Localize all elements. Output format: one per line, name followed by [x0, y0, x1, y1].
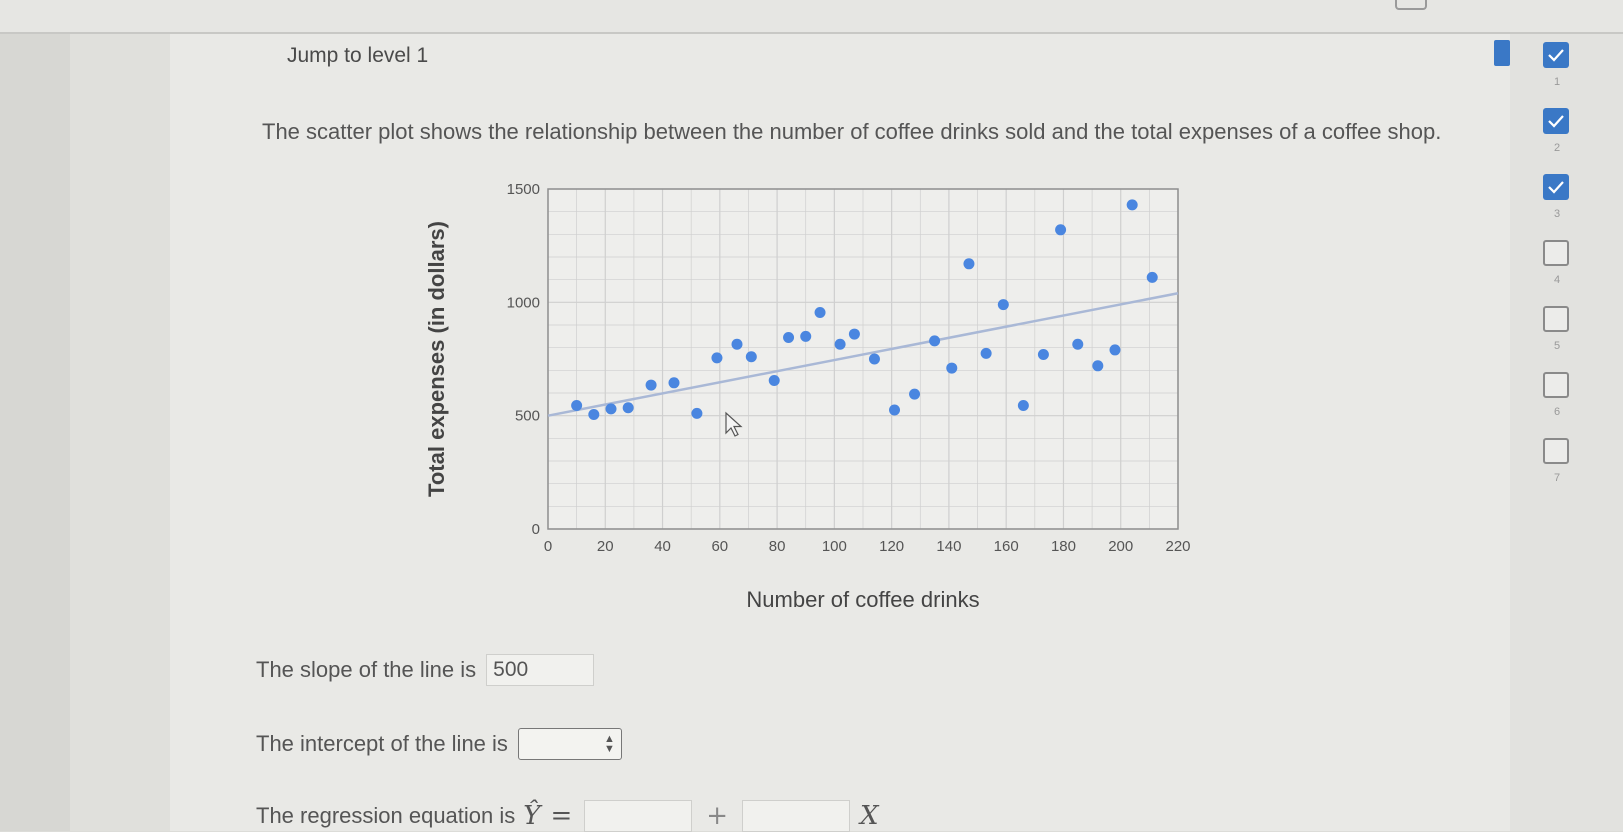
data-point — [645, 379, 657, 391]
question-prompt: The scatter plot shows the relationship … — [262, 119, 1442, 144]
left-gutter-inner — [70, 34, 170, 831]
checkmark-icon — [1548, 49, 1564, 62]
x-tick-label: 140 — [936, 538, 961, 555]
data-point — [1109, 344, 1121, 356]
level-3-indicator[interactable] — [1543, 174, 1569, 200]
select-arrows-icon: ▲ ▼ — [604, 733, 615, 755]
x-tick-label: 40 — [654, 538, 671, 555]
level-2-indicator[interactable] — [1543, 108, 1569, 134]
level-number: 3 — [1553, 208, 1561, 220]
data-point — [731, 338, 743, 350]
equation-intercept-input[interactable] — [584, 800, 693, 832]
x-tick-label: 200 — [1108, 538, 1133, 555]
level-number: 6 — [1553, 406, 1561, 418]
x-axis-label: Number of coffee drinks — [746, 587, 979, 612]
level-1-indicator[interactable] — [1543, 42, 1569, 68]
x-tick-label: 20 — [597, 538, 614, 555]
level-number: 2 — [1553, 142, 1561, 154]
level-7-indicator[interactable] — [1543, 438, 1569, 464]
data-point — [1126, 199, 1138, 211]
regression-line — [547, 292, 1179, 417]
level-4-indicator[interactable] — [1543, 240, 1569, 266]
y-tick-label: 500 — [515, 408, 540, 425]
equals-sign: = — [550, 801, 573, 831]
y-hat-symbol: Ŷ — [523, 801, 541, 831]
browser-top-bar — [0, 0, 1623, 34]
data-point — [929, 335, 941, 347]
data-point — [814, 307, 826, 319]
slope-value: 500 — [493, 658, 529, 681]
x-tick-label: 220 — [1165, 538, 1190, 555]
data-point — [711, 352, 723, 364]
tab-stub — [1395, 0, 1427, 10]
data-point — [1055, 224, 1067, 236]
data-point — [1092, 360, 1104, 372]
x-tick-label: 160 — [994, 538, 1019, 555]
data-point — [868, 353, 880, 365]
data-point — [834, 338, 846, 350]
checkmark-icon — [1548, 181, 1564, 194]
data-point — [1037, 348, 1049, 360]
level-number: 5 — [1553, 340, 1561, 352]
data-point — [980, 347, 992, 359]
data-point — [800, 330, 812, 342]
intercept-row: The intercept of the line is ▲ ▼ — [256, 728, 622, 760]
data-point — [588, 409, 600, 421]
data-point — [1072, 338, 1084, 350]
data-point — [745, 351, 757, 363]
y-tick-label: 0 — [532, 521, 540, 538]
data-point — [768, 375, 780, 387]
x-tick-label: 100 — [822, 538, 847, 555]
equation-slope-input[interactable] — [742, 800, 851, 832]
data-point — [783, 331, 795, 343]
plus-sign: + — [706, 801, 729, 831]
data-point — [691, 407, 703, 419]
slope-input[interactable]: 500 — [486, 654, 595, 686]
mouse-cursor-icon — [725, 411, 743, 437]
intercept-select[interactable]: ▲ ▼ — [517, 728, 622, 760]
data-point — [889, 404, 900, 416]
level-number: 7 — [1553, 472, 1561, 484]
data-point — [997, 299, 1009, 311]
data-point — [622, 402, 634, 414]
x-tick-label: 80 — [769, 538, 786, 555]
equation-row: The regression equation is Ŷ = + X — [256, 800, 879, 832]
level-number: 1 — [1553, 76, 1561, 88]
scatter-chart: 0 20 40 60 80 100 120 140 160 180 200 220 0 500 1000 15… — [424, 181, 1190, 612]
level-progress-panel: 1 2 3 4 5 6 7 — [1510, 34, 1623, 831]
checkmark-icon — [1548, 115, 1564, 128]
y-tick-label: 1000 — [507, 294, 540, 311]
slope-row: The slope of the line is 500 — [256, 654, 595, 686]
x-variable: X — [860, 801, 879, 831]
jump-to-level-label[interactable]: Jump to level 1 — [287, 44, 429, 67]
data-point — [848, 328, 860, 340]
level-number: 4 — [1553, 274, 1561, 286]
x-tick-label: 60 — [711, 538, 728, 555]
level-6-indicator[interactable] — [1543, 372, 1569, 398]
data-point — [946, 362, 958, 374]
data-point — [1146, 271, 1158, 283]
slope-label: The slope of the line is — [256, 657, 477, 682]
data-point — [909, 388, 921, 400]
plot-frame — [547, 188, 1179, 530]
data-point — [963, 258, 975, 270]
equation-label: The regression equation is — [256, 803, 516, 828]
x-tick-label: 180 — [1051, 538, 1076, 555]
y-axis-label: Total expenses (in dollars) — [424, 221, 449, 497]
data-point — [668, 377, 680, 389]
left-gutter — [0, 34, 170, 831]
x-tick-label: 120 — [879, 538, 904, 555]
level-scroll-tab[interactable] — [1494, 40, 1510, 66]
data-point — [571, 399, 583, 411]
data-point — [605, 403, 617, 415]
data-point — [1017, 399, 1029, 411]
intercept-label: The intercept of the line is — [256, 731, 508, 756]
level-5-indicator[interactable] — [1543, 306, 1569, 332]
x-tick-label: 0 — [544, 538, 552, 555]
y-tick-label: 1500 — [507, 181, 540, 198]
